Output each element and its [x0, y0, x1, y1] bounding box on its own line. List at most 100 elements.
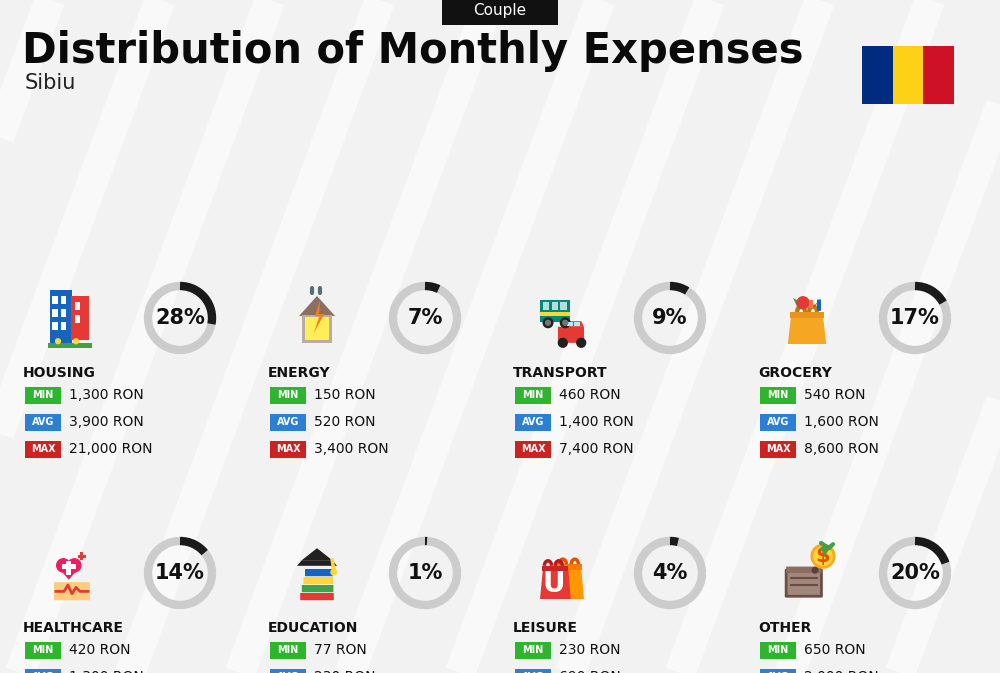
FancyBboxPatch shape	[923, 46, 954, 104]
Text: 77 RON: 77 RON	[314, 643, 367, 657]
Text: 230 RON: 230 RON	[314, 670, 376, 673]
FancyBboxPatch shape	[305, 317, 329, 340]
Text: 7,400 RON: 7,400 RON	[559, 442, 634, 456]
Text: 14%: 14%	[155, 563, 205, 583]
Text: Sibiu: Sibiu	[25, 73, 76, 93]
FancyBboxPatch shape	[302, 315, 332, 343]
Circle shape	[57, 559, 70, 572]
FancyBboxPatch shape	[52, 309, 58, 317]
Circle shape	[74, 339, 78, 344]
Text: EDUCATION: EDUCATION	[268, 621, 358, 635]
Circle shape	[560, 318, 570, 328]
Text: MIN: MIN	[767, 645, 789, 655]
Text: 1,400 RON: 1,400 RON	[559, 415, 634, 429]
Text: ENERGY: ENERGY	[268, 366, 331, 380]
FancyBboxPatch shape	[25, 413, 61, 431]
FancyBboxPatch shape	[25, 668, 61, 673]
Circle shape	[797, 297, 809, 309]
FancyBboxPatch shape	[302, 585, 333, 592]
FancyBboxPatch shape	[61, 309, 66, 317]
FancyBboxPatch shape	[560, 302, 567, 310]
FancyBboxPatch shape	[62, 564, 76, 569]
Text: MAX: MAX	[276, 444, 300, 454]
Text: 8,600 RON: 8,600 RON	[804, 442, 879, 456]
FancyBboxPatch shape	[61, 296, 66, 304]
Text: MIN: MIN	[32, 390, 54, 400]
FancyBboxPatch shape	[515, 641, 551, 658]
Polygon shape	[314, 300, 324, 333]
FancyBboxPatch shape	[817, 299, 821, 311]
Text: 2,000 RON: 2,000 RON	[804, 670, 879, 673]
Text: 20%: 20%	[890, 563, 940, 583]
FancyBboxPatch shape	[786, 570, 821, 596]
FancyBboxPatch shape	[300, 593, 334, 600]
Text: MAX: MAX	[521, 444, 545, 454]
FancyBboxPatch shape	[80, 553, 83, 560]
Text: 460 RON: 460 RON	[559, 388, 621, 402]
Text: 3,400 RON: 3,400 RON	[314, 442, 389, 456]
Circle shape	[56, 339, 60, 344]
Text: AVG: AVG	[767, 417, 789, 427]
FancyBboxPatch shape	[25, 386, 61, 404]
FancyBboxPatch shape	[305, 569, 333, 576]
FancyBboxPatch shape	[270, 641, 306, 658]
Circle shape	[546, 320, 550, 325]
FancyBboxPatch shape	[54, 582, 90, 600]
Text: 9%: 9%	[652, 308, 688, 328]
FancyBboxPatch shape	[552, 302, 558, 310]
Text: Distribution of Monthly Expenses: Distribution of Monthly Expenses	[22, 30, 804, 72]
Text: HEALTHCARE: HEALTHCARE	[23, 621, 124, 635]
Text: 17%: 17%	[890, 308, 940, 328]
Polygon shape	[811, 297, 822, 309]
Text: AVG: AVG	[277, 672, 299, 673]
Text: 420 RON: 420 RON	[69, 643, 130, 657]
Text: 3,900 RON: 3,900 RON	[69, 415, 144, 429]
Text: OTHER: OTHER	[758, 621, 811, 635]
FancyBboxPatch shape	[542, 566, 568, 571]
FancyBboxPatch shape	[25, 641, 61, 658]
Polygon shape	[57, 566, 81, 579]
Circle shape	[331, 569, 337, 575]
Text: U: U	[543, 570, 565, 598]
FancyBboxPatch shape	[52, 322, 58, 330]
Text: HOUSING: HOUSING	[23, 366, 96, 380]
FancyBboxPatch shape	[515, 413, 551, 431]
Circle shape	[812, 545, 834, 567]
FancyBboxPatch shape	[515, 441, 551, 458]
FancyBboxPatch shape	[786, 567, 821, 573]
Text: 7%: 7%	[407, 308, 443, 328]
Text: MIN: MIN	[522, 390, 544, 400]
Polygon shape	[565, 321, 584, 327]
Text: 1%: 1%	[407, 563, 443, 583]
Text: AVG: AVG	[522, 672, 544, 673]
Text: AVG: AVG	[767, 672, 789, 673]
Circle shape	[577, 339, 586, 347]
FancyBboxPatch shape	[50, 290, 72, 346]
FancyBboxPatch shape	[558, 327, 584, 343]
FancyBboxPatch shape	[303, 577, 333, 584]
Circle shape	[563, 320, 568, 325]
FancyBboxPatch shape	[893, 46, 923, 104]
Text: $: $	[815, 546, 829, 566]
Text: 690 RON: 690 RON	[559, 670, 621, 673]
Text: 1,300 RON: 1,300 RON	[69, 388, 144, 402]
FancyBboxPatch shape	[540, 312, 570, 316]
Circle shape	[812, 567, 818, 573]
Text: 21,000 RON: 21,000 RON	[69, 442, 152, 456]
FancyBboxPatch shape	[540, 300, 570, 322]
Circle shape	[558, 339, 567, 347]
Polygon shape	[552, 568, 584, 599]
FancyBboxPatch shape	[71, 296, 89, 340]
FancyBboxPatch shape	[75, 302, 80, 310]
FancyBboxPatch shape	[809, 300, 813, 308]
FancyBboxPatch shape	[760, 641, 796, 658]
FancyBboxPatch shape	[554, 564, 582, 570]
Text: MAX: MAX	[31, 444, 55, 454]
Text: AVG: AVG	[522, 417, 544, 427]
Polygon shape	[540, 570, 571, 599]
Polygon shape	[297, 560, 337, 566]
FancyBboxPatch shape	[543, 302, 549, 310]
Circle shape	[543, 318, 553, 328]
Text: TRANSPORT: TRANSPORT	[513, 366, 608, 380]
Circle shape	[68, 559, 81, 572]
